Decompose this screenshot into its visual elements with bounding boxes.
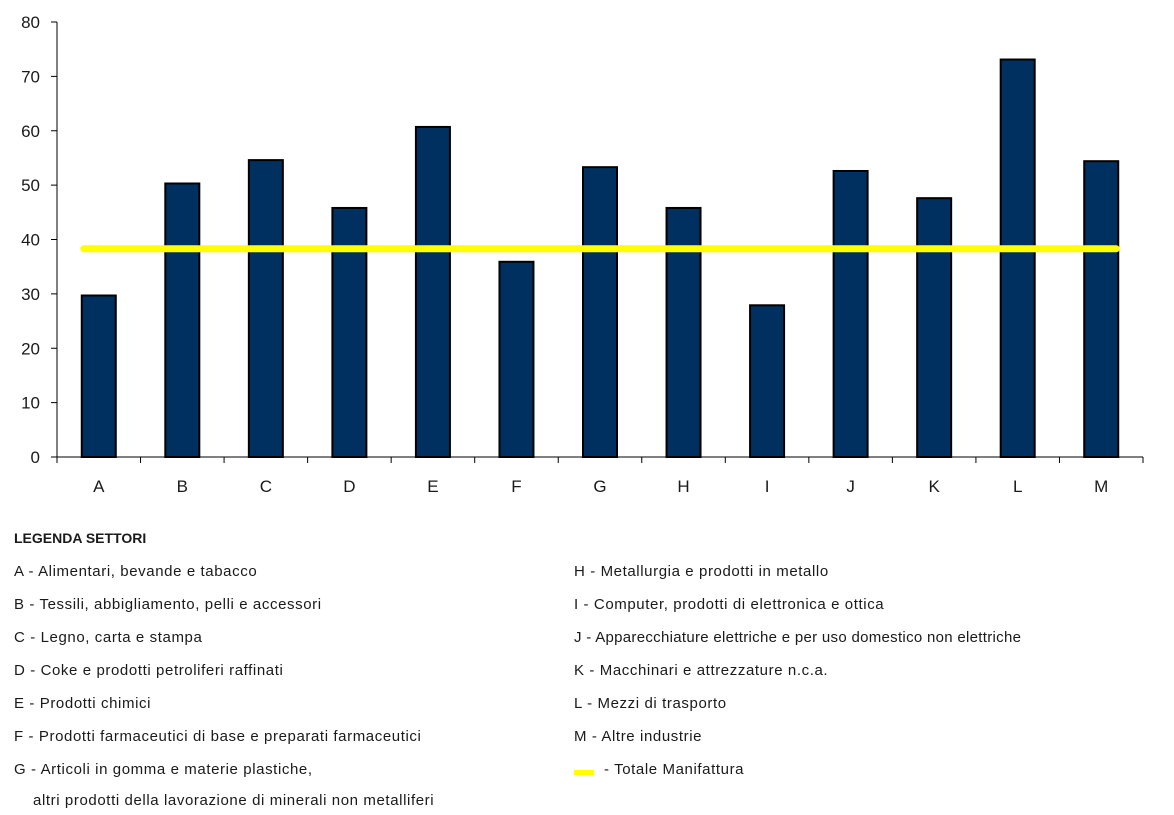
bar-f: [498, 260, 535, 459]
x-tick-label: H: [677, 477, 689, 496]
y-tick-label: 80: [21, 13, 40, 32]
x-tick-label: K: [928, 477, 940, 496]
y-tick-label: 10: [21, 394, 40, 413]
x-tick-label: L: [1013, 477, 1022, 496]
legend-item-h: H - Metallurgia e prodotti in metallo: [574, 563, 829, 580]
bar-c: [247, 159, 284, 459]
y-tick-label: 20: [21, 339, 40, 358]
legend-item-l: L - Mezzi di trasporto: [574, 695, 727, 712]
legend-item-total: - Totale Manifattura: [604, 761, 745, 778]
x-tick-label: J: [846, 477, 855, 496]
y-tick-label: 70: [21, 67, 40, 86]
bar-i: [749, 304, 786, 459]
legend-item-c: C - Legno, carta e stampa: [14, 629, 203, 646]
y-tick-label: 30: [21, 285, 40, 304]
legend-title: LEGENDA SETTORI: [14, 530, 147, 546]
x-tick-label: F: [511, 477, 521, 496]
x-tick-label: I: [765, 477, 770, 496]
y-tick-label: 40: [21, 231, 40, 250]
bar-m: [1083, 160, 1120, 458]
bar-e: [414, 125, 451, 458]
bar-chart: 0 10 20 30 40 50 60 70 80 A B C D E F G H I J K L M: [21, 13, 1144, 496]
x-tick-label: G: [593, 477, 606, 496]
bar-a: [80, 294, 117, 458]
y-tick-label: 60: [21, 122, 40, 141]
legend-item-a: A - Alimentari, bevande e tabacco: [14, 563, 258, 580]
x-tick-label: M: [1094, 477, 1108, 496]
legend-item-d: D - Coke e prodotti petroliferi raffinat…: [14, 662, 284, 679]
bar-b: [164, 182, 201, 458]
legend-item-i: I - Computer, prodotti di elettronica e …: [574, 596, 885, 613]
bar-g: [582, 166, 618, 458]
y-tick-label: 50: [21, 176, 40, 195]
bar-k: [916, 197, 953, 459]
legend-item-e: E - Prodotti chimici: [14, 695, 152, 712]
x-tick-label: C: [260, 477, 272, 496]
legend-item-f: F - Prodotti farmaceutici di base e prep…: [14, 728, 422, 745]
bar-j: [832, 169, 869, 459]
x-tick-label: B: [177, 477, 188, 496]
legend-item-g-continued: altri prodotti della lavorazione di mine…: [33, 792, 435, 809]
y-tick-label: 0: [31, 448, 40, 467]
legend-item-m: M - Altre industrie: [574, 728, 703, 745]
legend-total-swatch: [574, 770, 594, 775]
x-tick-label: D: [343, 477, 355, 496]
legend-item-b: B - Tessili, abbigliamento, pelli e acce…: [14, 596, 322, 613]
legend-item-g: G - Articoli in gomma e materie plastich…: [14, 761, 313, 778]
legend-item-j: J - Apparecchiature elettriche e per uso…: [574, 629, 1022, 646]
bar-l: [999, 58, 1036, 459]
x-tick-label: E: [427, 477, 438, 496]
x-tick-label: A: [93, 477, 105, 496]
legend-item-k: K - Macchinari e attrezzature n.c.a.: [574, 662, 829, 679]
